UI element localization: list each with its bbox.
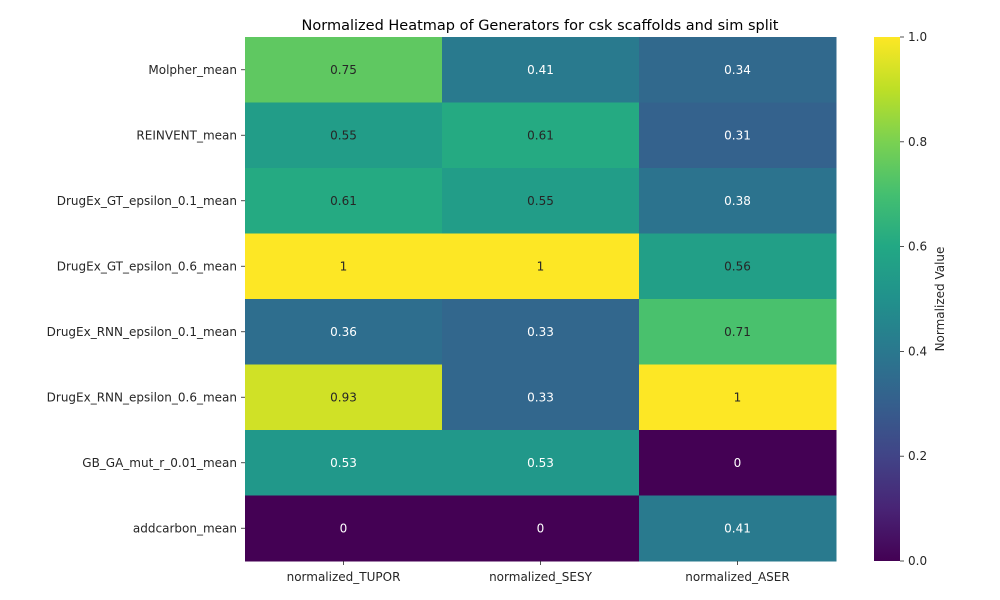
heatmap-cell — [245, 364, 443, 431]
heatmap-value-label: 0.71 — [724, 325, 751, 339]
heatmap-cell — [442, 233, 640, 300]
x-tick-label: normalized_ASER — [685, 570, 789, 584]
heatmap-value-label: 0.55 — [330, 128, 357, 142]
heatmap-cell — [442, 168, 640, 234]
y-tick-labels: Molpher_mean REINVENT_mean DrugEx_GT_epsil… — [47, 63, 245, 535]
colorbar-tick-label: 0.4 — [908, 344, 927, 358]
heatmap-cell — [442, 495, 640, 562]
heatmap-cell — [245, 102, 443, 169]
heatmap-cell — [442, 37, 640, 103]
heatmap-value-label: 1 — [734, 390, 742, 404]
heatmap-value-label: 0.34 — [724, 63, 751, 77]
heatmap-value-label: 0 — [734, 456, 742, 470]
heatmap-cell — [639, 168, 837, 234]
y-tick-label: DrugEx_RNN_epsilon_0.6_mean — [47, 390, 237, 404]
y-tick-label: DrugEx_RNN_epsilon_0.1_mean — [47, 325, 237, 339]
heatmap-cell — [639, 37, 837, 103]
x-tick-labels: normalized_TUPOR normalized_SESY normalize… — [287, 561, 790, 584]
y-tick-label: DrugEx_GT_epsilon_0.6_mean — [57, 259, 237, 273]
chart-title: Normalized Heatmap of Generators for csk… — [302, 18, 779, 34]
heatmap-value-label: 0 — [537, 521, 545, 535]
heatmap-cell — [639, 102, 837, 169]
heatmap-value-label: 1 — [340, 259, 348, 273]
colorbar-gradient — [874, 37, 900, 561]
heatmap-cell — [639, 430, 837, 496]
heatmap-cells: 0.75 0.41 0.34 0.55 0.61 0.31 0.61 0.55 0.38 1 1 0.… — [245, 37, 837, 562]
colorbar: 0.0 0.2 0.4 0.6 0.8 1.0 Normalized Value — [874, 30, 947, 568]
heatmap-cell — [245, 233, 443, 300]
heatmap-value-label: 0.38 — [724, 194, 751, 208]
y-tick-label: GB_GA_mut_r_0.01_mean — [82, 456, 237, 470]
heatmap-value-label: 0.53 — [330, 456, 357, 470]
heatmap-cell — [245, 495, 443, 562]
heatmap-value-label: 0 — [340, 521, 348, 535]
heatmap-cell — [245, 299, 443, 365]
heatmap-cell — [442, 364, 640, 431]
heatmap-cell — [245, 168, 443, 234]
heatmap-value-label: 0.61 — [330, 194, 357, 208]
colorbar-tick-label: 1.0 — [908, 30, 927, 44]
x-tick-label: normalized_SESY — [489, 570, 592, 584]
heatmap-cell — [639, 299, 837, 365]
heatmap-cell — [639, 233, 837, 300]
y-tick-label: Molpher_mean — [148, 63, 237, 77]
colorbar-ticks: 0.0 0.2 0.4 0.6 0.8 1.0 — [900, 30, 927, 568]
heatmap-value-label: 0.31 — [724, 128, 751, 142]
x-tick-label: normalized_TUPOR — [287, 570, 401, 584]
heatmap-cell — [245, 430, 443, 496]
heatmap-value-label: 0.36 — [330, 325, 357, 339]
heatmap-value-label: 0.75 — [330, 63, 357, 77]
colorbar-tick-label: 0.6 — [908, 240, 927, 254]
heatmap-value-label: 1 — [537, 259, 545, 273]
heatmap-value-label: 0.33 — [527, 325, 554, 339]
heatmap-cell — [442, 430, 640, 496]
heatmap-value-label: 0.61 — [527, 128, 554, 142]
heatmap-value-label: 0.55 — [527, 194, 554, 208]
y-tick-label: REINVENT_mean — [136, 128, 237, 142]
heatmap-cell — [442, 102, 640, 169]
y-tick-label: addcarbon_mean — [133, 521, 237, 535]
heatmap-cell — [442, 299, 640, 365]
heatmap-value-label: 0.41 — [527, 63, 554, 77]
heatmap-value-label: 0.56 — [724, 259, 751, 273]
colorbar-label: Normalized Value — [933, 247, 947, 352]
colorbar-tick-label: 0.8 — [908, 135, 927, 149]
y-tick-label: DrugEx_GT_epsilon_0.1_mean — [57, 194, 237, 208]
colorbar-tick-label: 0.2 — [908, 449, 927, 463]
heatmap-cell — [245, 37, 443, 103]
colorbar-tick-label: 0.0 — [908, 554, 927, 568]
heatmap-value-label: 0.41 — [724, 521, 751, 535]
heatmap-value-label: 0.53 — [527, 456, 554, 470]
heatmap-cell — [639, 495, 837, 562]
heatmap-value-label: 0.93 — [330, 390, 357, 404]
heatmap-cell — [639, 364, 837, 431]
heatmap-value-label: 0.33 — [527, 390, 554, 404]
